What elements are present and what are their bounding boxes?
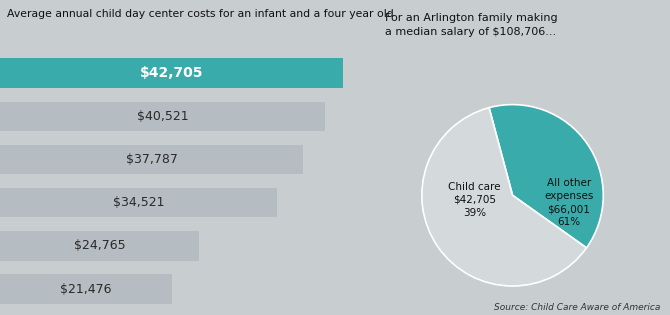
Text: $34,521: $34,521 bbox=[113, 196, 164, 209]
Bar bbox=[0, 188, 277, 217]
Text: Source: Child Care Aware of America: Source: Child Care Aware of America bbox=[494, 303, 660, 312]
Text: All other
expenses
$66,001
61%: All other expenses $66,001 61% bbox=[544, 178, 594, 227]
Wedge shape bbox=[489, 105, 603, 248]
Text: Average annual child day center costs for an infant and a four year old: Average annual child day center costs fo… bbox=[7, 9, 393, 20]
Text: $40,521: $40,521 bbox=[137, 110, 188, 123]
Wedge shape bbox=[422, 108, 586, 286]
Text: $21,476: $21,476 bbox=[60, 283, 112, 295]
Bar bbox=[0, 59, 343, 88]
Text: Child care
$42,705
39%: Child care $42,705 39% bbox=[448, 182, 500, 218]
Text: For an Arlington family making
a median salary of $108,706...: For an Arlington family making a median … bbox=[385, 13, 558, 37]
Bar bbox=[0, 231, 199, 261]
Text: $24,765: $24,765 bbox=[74, 239, 125, 252]
Text: $42,705: $42,705 bbox=[139, 66, 203, 80]
Bar bbox=[0, 274, 172, 304]
Bar bbox=[0, 145, 304, 174]
Bar bbox=[0, 102, 326, 131]
Text: $37,787: $37,787 bbox=[126, 153, 178, 166]
